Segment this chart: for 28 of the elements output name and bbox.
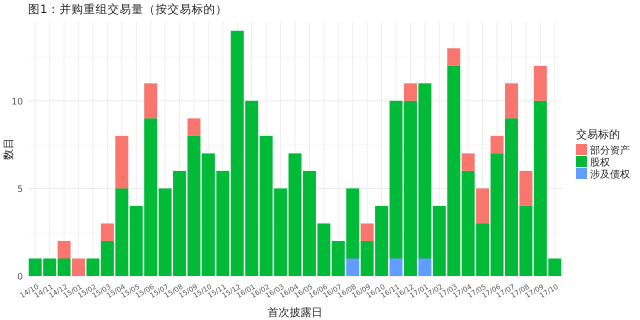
bar — [418, 258, 432, 276]
bar — [490, 136, 504, 154]
bar — [519, 170, 532, 206]
bar — [360, 223, 374, 241]
bar — [187, 118, 200, 136]
y-tick-label: 5 — [17, 184, 23, 195]
bar — [504, 83, 518, 118]
y-tick-label: 10 — [12, 97, 24, 108]
legend-label: 股权 — [590, 156, 610, 168]
bar — [58, 240, 71, 258]
bar — [144, 83, 158, 118]
x-axis-title: 首次披露日 — [268, 306, 322, 319]
chart-title: 图1：并购重组交易量（按交易标的） — [28, 2, 228, 16]
bar — [100, 223, 114, 241]
bar — [462, 153, 475, 171]
bar — [447, 48, 460, 66]
bar — [476, 188, 490, 224]
y-tick-label: 0 — [17, 272, 24, 282]
legend-label: 部分资产 — [590, 144, 630, 156]
bar — [390, 258, 403, 276]
bar — [346, 258, 360, 276]
bar — [72, 258, 86, 276]
legend-title: 交易标的 — [576, 128, 620, 141]
legend-label: 涉及债权 — [590, 168, 630, 180]
bar — [115, 136, 128, 188]
y-axis-title: 数目 — [2, 138, 15, 160]
bar — [404, 83, 417, 101]
bar — [534, 66, 547, 101]
